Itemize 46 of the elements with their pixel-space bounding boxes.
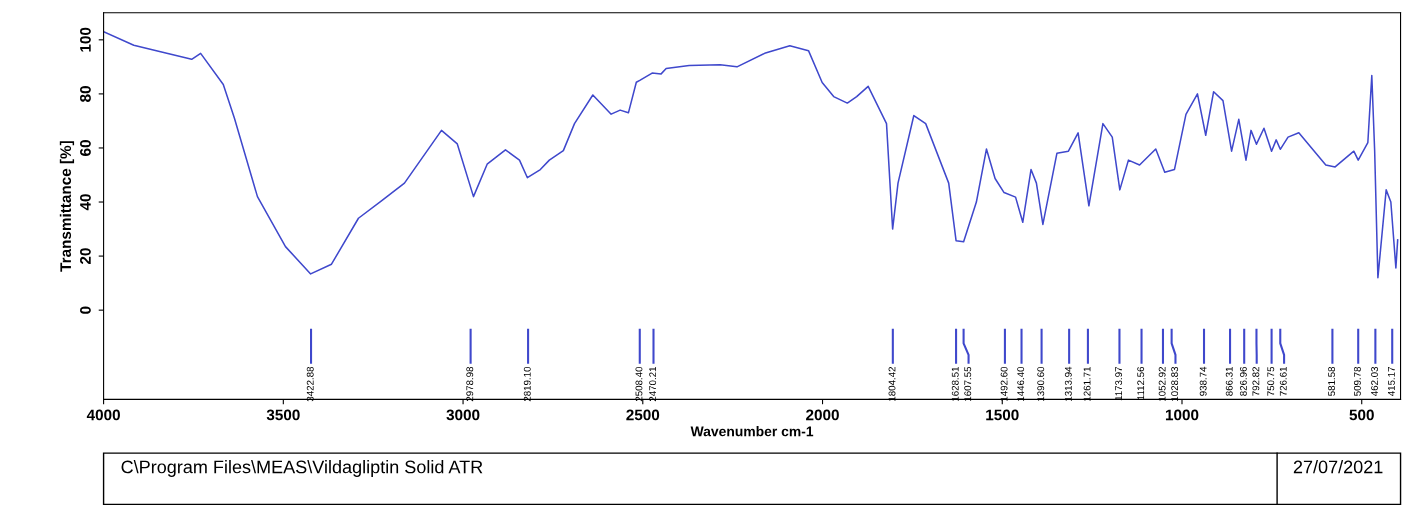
annotation: 1313.94 — [1064, 366, 1072, 401]
x-tick-label: 3500 — [266, 409, 300, 421]
x-tick-label: 4000 — [86, 409, 120, 421]
y-tick-label: 60 — [80, 140, 91, 156]
annotation: 509.78 — [1353, 366, 1361, 396]
annotation: 2470.21 — [649, 366, 657, 402]
annotation: 1112.56 — [1137, 366, 1145, 400]
annotation: 1492.60 — [1000, 366, 1008, 401]
annotation: 1628.51 — [951, 366, 959, 401]
annotation: 462.03 — [1371, 366, 1378, 397]
annotation: 415.17 — [1388, 366, 1395, 397]
x-tick-label: 500 — [1349, 409, 1374, 421]
annotation: 2978.98 — [466, 366, 474, 402]
annotation: 938.74 — [1199, 366, 1207, 396]
y-tick-label: 0 — [80, 306, 91, 314]
x-axis-title: Wavenumber cm-1 — [690, 426, 814, 437]
annotation: 3422.88 — [306, 366, 314, 402]
text: C\Program Files\MEAS\Vildagliptin Solid ATR — [121, 460, 483, 477]
annotation: 581.58 — [1328, 366, 1336, 396]
y-axis-title: Transmittance [%] — [59, 141, 75, 272]
annotation: 826.96 — [1239, 366, 1247, 396]
text: 27/07/2021 — [1293, 460, 1383, 474]
x-tick-label: 1500 — [986, 409, 1019, 421]
y-tick-label: 20 — [80, 248, 91, 265]
x-tick-label: 3000 — [446, 409, 480, 421]
annotation: 1052.92 — [1158, 366, 1166, 401]
annotation: 1261.71 — [1083, 366, 1091, 401]
annotation: 1390.60 — [1037, 366, 1045, 401]
annotation: 1173.97 — [1115, 366, 1123, 401]
y-tick-label: 100 — [80, 27, 91, 52]
annotation: 726.61 — [1279, 366, 1287, 396]
y-tick-label: 40 — [80, 194, 91, 211]
annotation: 1446.40 — [1017, 366, 1025, 401]
annotation: 1028.83 — [1171, 366, 1179, 401]
annotation: 1804.42 — [888, 366, 896, 401]
y-tick-label: 80 — [80, 86, 91, 102]
annotation: 750.75 — [1267, 366, 1275, 396]
x-tick-label: 1000 — [1165, 409, 1199, 421]
x-tick-label: 2500 — [626, 409, 660, 421]
annotation: 2508.40 — [635, 366, 643, 402]
line-series — [103, 30, 1399, 279]
annotation: 1607.55 — [964, 366, 972, 401]
x-tick-label: 2000 — [806, 409, 839, 421]
annotation: 792.82 — [1252, 366, 1260, 396]
annotation: 2819.10 — [523, 366, 531, 402]
annotation: 866.31 — [1225, 366, 1233, 396]
